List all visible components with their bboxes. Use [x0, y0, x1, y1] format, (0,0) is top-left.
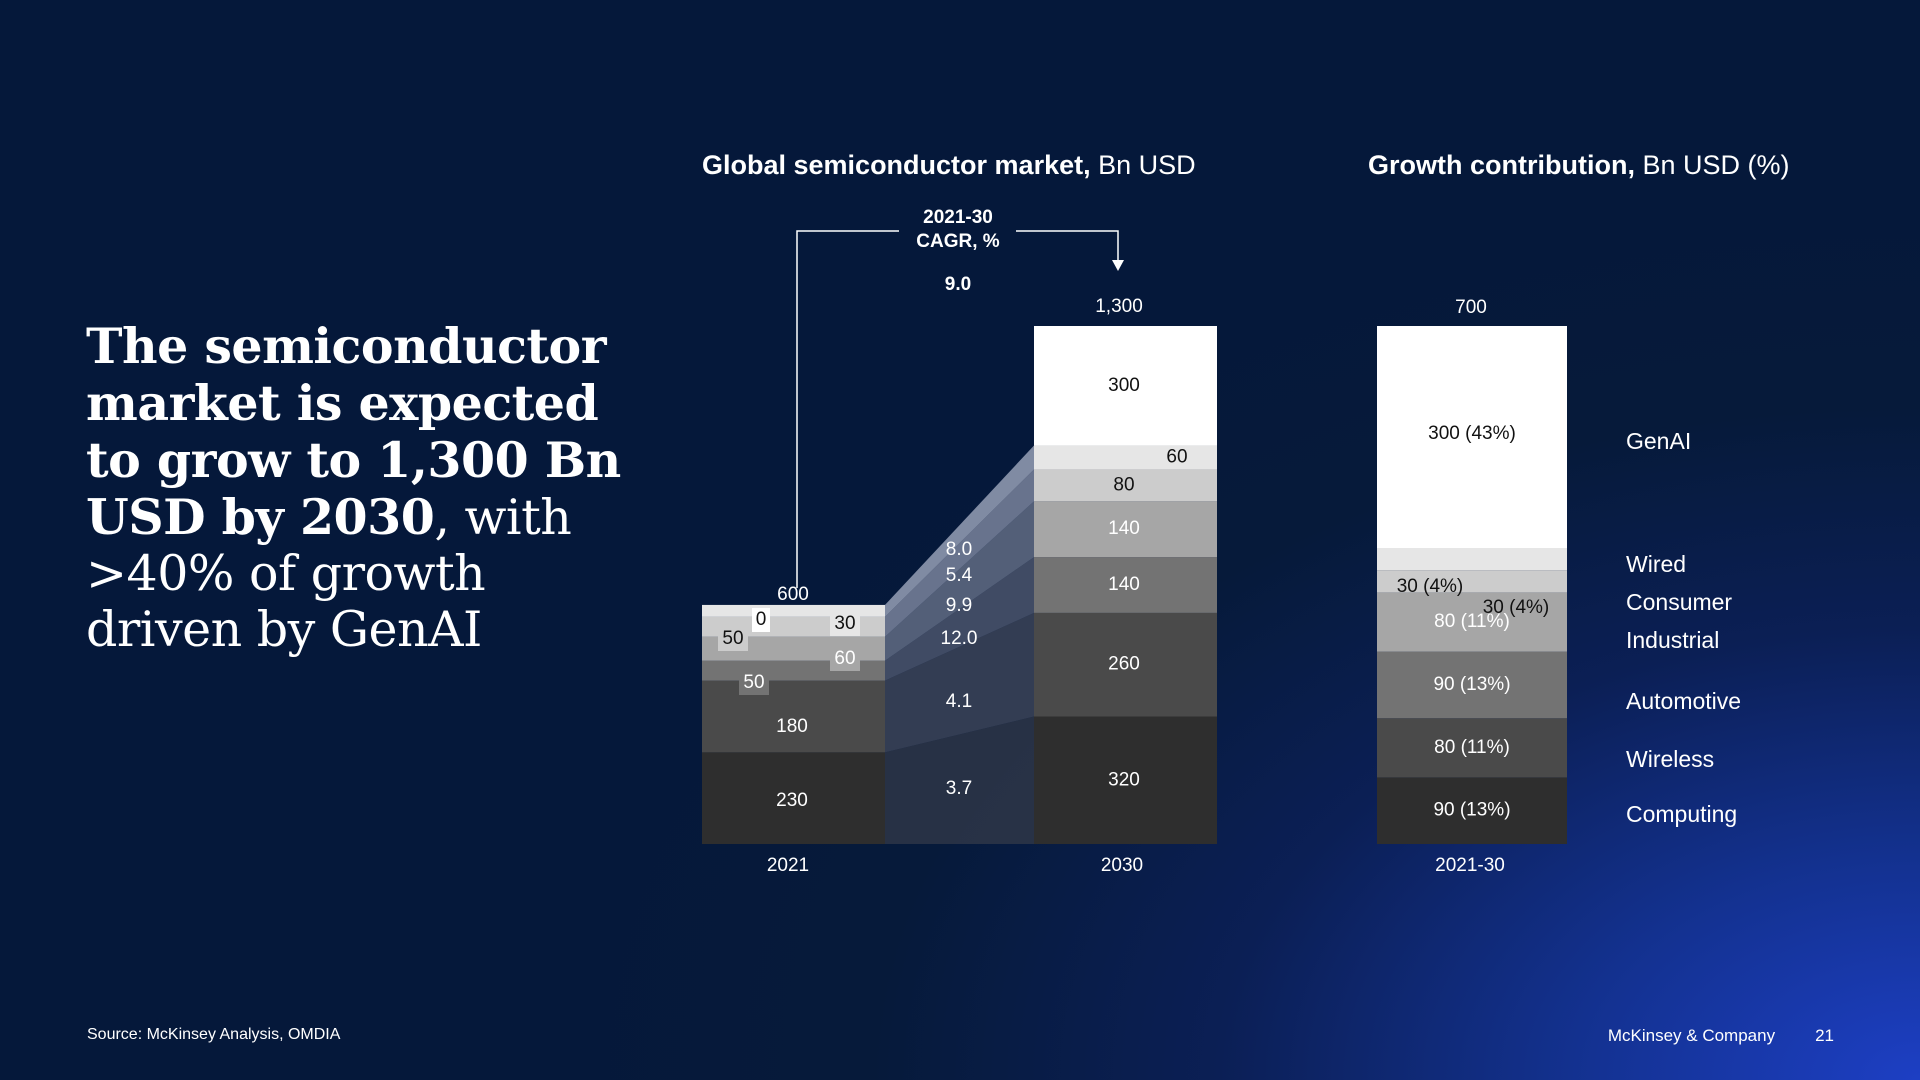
label-2030-genai: 300 — [1108, 375, 1140, 396]
contrib-label-wired: 30 (4%) — [1397, 576, 1464, 597]
cagr-total: 9.0 — [945, 274, 971, 295]
flow-computing — [885, 716, 1034, 844]
page-number: 21 — [1815, 1026, 1834, 1045]
cagr-header-line1: 2021-30 — [923, 207, 993, 228]
label-box-2021-automotive — [739, 671, 769, 695]
bar-2030-industrial — [1034, 501, 1217, 558]
legend-wired: Wired — [1626, 551, 1686, 577]
contrib-bar-computing — [1377, 777, 1567, 844]
contrib-label-wireless: 80 (11%) — [1434, 737, 1510, 758]
legend-genai: GenAI — [1626, 428, 1691, 454]
legend-industrial: Industrial — [1626, 627, 1719, 653]
headline: The semiconductor market is expected to … — [86, 318, 646, 658]
contrib-category: 2021-30 — [1435, 855, 1505, 876]
label-2030-wireless: 260 — [1108, 654, 1140, 675]
cagr-wireless: 4.1 — [946, 691, 972, 712]
legend-automotive: Automotive — [1626, 688, 1741, 714]
contrib-bar-automotive — [1377, 651, 1567, 719]
cagr-wired: 8.0 — [946, 539, 972, 560]
contrib-bar-wired — [1377, 548, 1567, 571]
label-2030-industrial: 140 — [1108, 518, 1140, 539]
label-2030-consumer: 80 — [1113, 474, 1134, 495]
label-2021-wireless: 180 — [776, 716, 808, 737]
category-2021: 2021 — [767, 855, 809, 876]
legend-computing: Computing — [1626, 801, 1737, 827]
cagr-arrowhead — [1112, 260, 1124, 271]
flow-consumer — [885, 469, 1034, 637]
contrib-label-automotive: 90 (13%) — [1433, 674, 1510, 695]
legend-wireless: Wireless — [1626, 746, 1714, 772]
cagr-header-line2: CAGR, % — [916, 231, 1000, 252]
label-box-2021-genai — [752, 608, 770, 632]
label-2030-automotive: 140 — [1108, 574, 1140, 595]
label-2021-computing: 230 — [776, 790, 808, 811]
label-box-2021-consumer — [718, 627, 748, 651]
market-chart-title: Global semiconductor market, Bn USD — [702, 150, 1196, 180]
flow-wired — [885, 445, 1034, 617]
footer-right: McKinsey & Company 21 — [1608, 1026, 1834, 1046]
contrib-label-consumer: 30 (4%) — [1483, 597, 1550, 618]
bar-2021-wireless — [702, 680, 885, 753]
total-2030: 1,300 — [1095, 296, 1143, 317]
company-name: McKinsey & Company — [1607, 1026, 1776, 1045]
label-2021-genai: 0 — [756, 609, 767, 630]
contrib-bar-consumer — [1377, 570, 1567, 593]
bar-2030-computing — [1034, 716, 1217, 844]
flow-wireless — [885, 612, 1034, 753]
label-2021-consumer: 50 — [722, 628, 743, 649]
cagr-automotive: 12.0 — [941, 628, 978, 649]
category-2030: 2030 — [1101, 855, 1143, 876]
bar-2030-wireless — [1034, 612, 1217, 717]
source-note: Source: McKinsey Analysis, OMDIA — [87, 1026, 341, 1043]
contrib-bar-genai — [1377, 326, 1567, 548]
contrib-bar-industrial — [1377, 592, 1567, 652]
contrib-bar-wireless — [1377, 718, 1567, 778]
flow-industrial — [885, 501, 1034, 661]
bar-2021-computing — [702, 752, 885, 844]
label-2030-wired: 60 — [1166, 447, 1187, 468]
contrib-label-computing: 90 (13%) — [1433, 800, 1510, 821]
flow-automotive — [885, 557, 1034, 681]
total-2021: 600 — [777, 584, 809, 605]
legend-consumer: Consumer — [1626, 589, 1732, 615]
headline-regular: , with >40% of growth driven by GenAI — [86, 489, 572, 658]
bar-2030-genai — [1034, 326, 1217, 446]
cagr-computing: 3.7 — [946, 778, 972, 799]
label-2021-industrial: 60 — [834, 648, 855, 669]
headline-bold: The semiconductor market is expected to … — [86, 317, 621, 546]
cagr-bracket-left — [796, 230, 899, 588]
contrib-total: 700 — [1455, 297, 1487, 318]
label-2021-automotive: 50 — [743, 672, 764, 693]
contrib-label-industrial: 80 (11%) — [1434, 611, 1510, 632]
bar-2030-automotive — [1034, 557, 1217, 613]
label-box-2021-wired — [830, 612, 860, 636]
cagr-bracket-right — [1016, 230, 1119, 262]
bar-2030-consumer — [1034, 469, 1217, 502]
label-2021-wired: 30 — [834, 613, 855, 634]
cagr-industrial: 9.9 — [946, 595, 972, 616]
label-box-2021-industrial — [830, 647, 860, 671]
contrib-label-genai: 300 (43%) — [1428, 423, 1516, 444]
label-2030-computing: 320 — [1108, 769, 1140, 790]
bar-2021-wired — [702, 604, 885, 617]
cagr-consumer: 5.4 — [946, 565, 973, 586]
bar-2030-wired — [1034, 445, 1217, 470]
contribution-chart-title: Growth contribution, Bn USD (%) — [1368, 150, 1790, 180]
